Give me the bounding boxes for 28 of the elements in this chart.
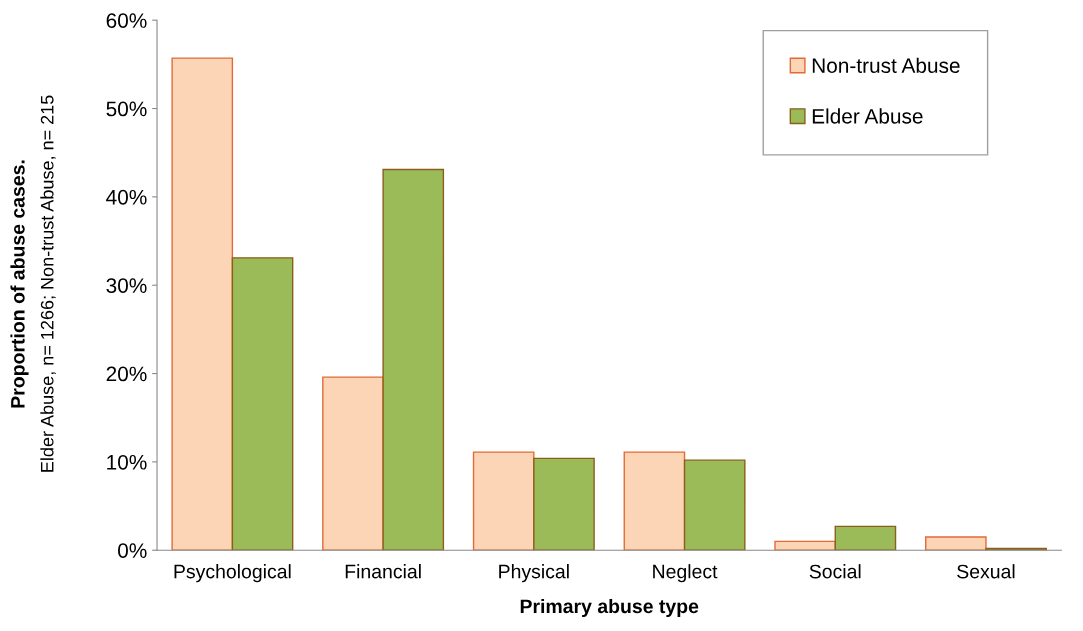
y-tick-label: 60%: [106, 13, 147, 28]
x-tick-label: Neglect: [653, 564, 718, 583]
bar: [322, 376, 384, 551]
legend-label: Non-trust Abuse: [812, 57, 960, 73]
bar: [472, 451, 535, 551]
y-tick-label: 0%: [118, 543, 147, 558]
bar: [171, 57, 234, 551]
bar: [382, 168, 445, 551]
bar: [683, 459, 746, 551]
bar: [231, 257, 294, 551]
x-tick-label: Financial: [345, 564, 421, 579]
x-axis-title: Primary abuse type: [520, 598, 699, 618]
bar: [533, 457, 595, 551]
bar: [924, 536, 987, 551]
y-axis-title: Proportion of abuse cases. Elder Abuse, n= 1266; Non-trust Abuse, n= 215: [10, 95, 56, 472]
y-tick-label: 30%: [106, 278, 147, 293]
bar: [774, 540, 836, 551]
bar: [623, 451, 686, 551]
bar: [834, 525, 897, 551]
y-tick-label: 50%: [106, 101, 147, 117]
y-tick-label: 20%: [106, 366, 147, 382]
x-tick-label: Psychological: [174, 564, 291, 583]
y-tick-label: 10%: [107, 454, 147, 470]
x-tick-label: Physical: [499, 564, 569, 583]
x-tick-label: Sexual: [957, 564, 1015, 579]
y-tick-label: 40%: [106, 189, 147, 205]
x-tick-label: Social: [809, 564, 861, 579]
legend-label: Elder Abuse: [812, 108, 923, 124]
